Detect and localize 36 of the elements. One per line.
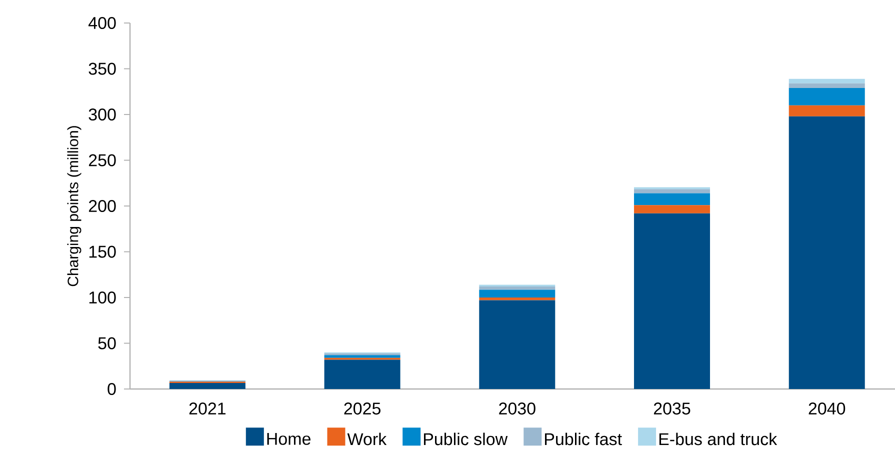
y-axis-title: Charging points (million) <box>67 126 82 286</box>
x-tick-label: 2025 <box>344 402 380 415</box>
legend-label: Public slow <box>424 432 508 446</box>
y-tick-label: 150 <box>89 246 116 258</box>
bar <box>788 105 865 116</box>
bar <box>634 193 710 206</box>
bar <box>479 286 556 290</box>
y-tick-label: 0 <box>108 382 116 396</box>
legend-label: Public fast <box>545 432 622 446</box>
x-tick-label: 2040 <box>808 402 846 415</box>
bar <box>634 189 710 194</box>
y-tick-label: 50 <box>98 337 116 350</box>
bar <box>479 290 556 298</box>
y-tick-label: 250 <box>88 154 116 166</box>
y-tick-label: 100 <box>89 291 116 304</box>
bar <box>788 78 865 84</box>
bar <box>324 355 400 358</box>
y-tick-label: 350 <box>88 62 116 75</box>
bar <box>788 83 865 88</box>
bar <box>169 383 246 389</box>
x-tick-label: 2021 <box>189 402 226 415</box>
bar <box>324 360 400 389</box>
y-tick-label: 400 <box>88 16 116 30</box>
legend-label: Work <box>347 432 387 446</box>
legend-label: E-bus and truck <box>659 432 778 446</box>
bar <box>788 116 865 389</box>
x-tick-label: 2030 <box>499 402 536 415</box>
bar <box>479 300 556 389</box>
bar <box>634 213 710 389</box>
x-tick-label: 2035 <box>654 402 690 415</box>
y-tick-label: 300 <box>88 108 116 121</box>
bar <box>479 298 556 300</box>
bar <box>788 88 865 106</box>
y-tick-label: 200 <box>88 200 116 212</box>
bar <box>634 205 710 214</box>
legend-label: Home <box>267 433 310 445</box>
